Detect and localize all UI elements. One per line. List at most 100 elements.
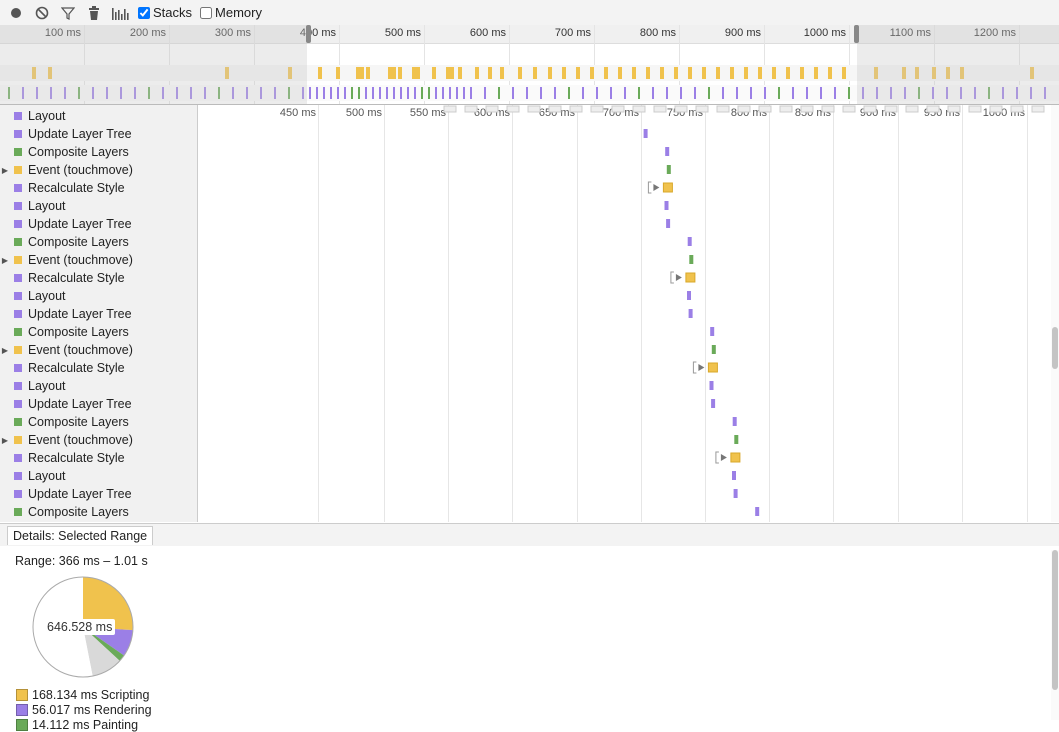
category-swatch (14, 112, 22, 120)
event-mark[interactable] (666, 219, 671, 228)
overview-frame-mark (582, 87, 584, 99)
event-mark[interactable] (687, 237, 692, 246)
event-mark[interactable] (733, 489, 738, 498)
frame-box (569, 105, 583, 113)
range-start-handle[interactable] (306, 25, 311, 43)
garbage-collect-button[interactable] (84, 3, 104, 23)
filter-button[interactable] (58, 3, 78, 23)
track-row: Update Layer Tree (0, 305, 197, 323)
overview-frame-mark (204, 87, 206, 99)
overview-frame-mark (918, 87, 920, 99)
timeline-toolbar: Stacks Memory (0, 0, 1059, 26)
flame-chart[interactable]: 450 ms 500 ms 550 ms 600 ms 650 ms 700 ms 750 … (198, 105, 1051, 522)
event-expand-icon[interactable] (675, 274, 682, 281)
overview-frame-mark (414, 87, 416, 99)
details-scrollbar-thumb[interactable] (1052, 550, 1058, 690)
event-mark[interactable] (755, 507, 760, 516)
expand-triangle-icon[interactable]: ▶ (1, 165, 9, 175)
event-mark[interactable] (685, 272, 696, 283)
event-mark[interactable] (710, 327, 715, 336)
event-mark[interactable] (730, 452, 741, 463)
overview-frame-mark (638, 87, 640, 99)
track-row: Recalculate Style (0, 179, 197, 197)
overview-frame-mark (232, 87, 234, 99)
stacks-checkbox[interactable] (138, 6, 150, 19)
details-tabbar: Details: Selected Range (0, 523, 1059, 547)
track-row[interactable]: ▶ Event (touchmove) (0, 341, 197, 359)
expand-triangle-icon[interactable]: ▶ (1, 345, 9, 355)
tab-details-selected-range[interactable]: Details: Selected Range (7, 526, 154, 545)
event-mark[interactable] (732, 417, 737, 426)
track-row: Recalculate Style (0, 269, 197, 287)
event-mark[interactable] (666, 165, 671, 174)
track-label: Layout (28, 109, 66, 123)
track-row[interactable]: ▶ Event (touchmove) (0, 251, 197, 269)
event-mark[interactable] (711, 399, 716, 408)
event-mark[interactable] (687, 291, 691, 300)
trash-icon (89, 5, 99, 20)
category-swatch (14, 346, 22, 354)
overview-frame-mark (148, 87, 150, 99)
category-swatch (14, 274, 22, 282)
expand-triangle-icon[interactable]: ▶ (1, 255, 9, 265)
clear-button[interactable] (32, 3, 52, 23)
track-row: Update Layer Tree (0, 125, 197, 143)
overview-frame-mark (78, 87, 80, 99)
frame-box (947, 105, 961, 113)
event-mark[interactable] (689, 255, 694, 264)
flame-chart-toggle[interactable] (110, 3, 130, 23)
overview-scripting-mark (225, 67, 229, 79)
frame-box (674, 105, 688, 113)
track-row[interactable]: ▶ Event (touchmove) (0, 431, 197, 449)
event-expand-icon[interactable] (653, 184, 660, 191)
track-label: Layout (28, 379, 66, 393)
details-scrollbar[interactable] (1051, 550, 1059, 720)
event-bracket (715, 451, 719, 464)
expand-triangle-icon[interactable]: ▶ (1, 435, 9, 445)
timeline-overview[interactable]: 100 ms 200 ms 300 ms 400 ms 500 ms 600 ms 700 … (0, 25, 1059, 105)
range-end-handle[interactable] (854, 25, 859, 43)
overview-frame-mark (8, 87, 10, 99)
event-bracket (692, 361, 697, 374)
event-mark[interactable] (707, 362, 718, 373)
event-expand-icon[interactable] (698, 364, 705, 371)
event-mark[interactable] (688, 309, 693, 318)
track-label: Update Layer Tree (28, 217, 132, 231)
track-row[interactable]: ▶ Event (touchmove) (0, 161, 197, 179)
overview-frame-mark (456, 87, 458, 99)
event-bracket (647, 181, 652, 194)
event-expand-icon[interactable] (720, 454, 727, 461)
event-mark[interactable] (732, 471, 736, 480)
category-swatch (14, 130, 22, 138)
event-mark[interactable] (709, 381, 714, 390)
event-mark[interactable] (734, 435, 739, 444)
flame-ruler-label: 650 ms (538, 107, 575, 119)
overview-frame-mark (498, 87, 500, 99)
frame-box (548, 105, 562, 113)
overview-scripting-mark (576, 67, 580, 79)
overview-frame-mark (764, 87, 766, 99)
record-button[interactable] (6, 3, 26, 23)
legend-text: 56.017 ms Rendering (32, 703, 152, 717)
frame-box (611, 105, 625, 113)
event-mark[interactable] (662, 182, 673, 193)
memory-checkbox[interactable] (200, 6, 213, 19)
flame-scrollbar[interactable] (1051, 105, 1059, 522)
overview-frame-mark (484, 87, 486, 99)
track-label: Update Layer Tree (28, 487, 132, 501)
legend-text: 14.112 ms Painting (32, 718, 139, 732)
event-mark[interactable] (665, 147, 670, 156)
overview-ruler-label: 500 ms (384, 27, 421, 39)
stacks-checkbox-label[interactable]: Stacks (138, 5, 192, 20)
overview-frame-mark (806, 87, 808, 99)
memory-checkbox-label[interactable]: Memory (200, 5, 262, 20)
event-mark[interactable] (711, 345, 716, 354)
overview-scripting-mark (744, 67, 748, 79)
category-swatch (14, 292, 22, 300)
overview-frame-mark (407, 87, 409, 99)
overview-frame-mark (421, 87, 423, 99)
category-swatch (14, 472, 22, 480)
event-mark[interactable] (643, 129, 648, 138)
flame-scrollbar-thumb[interactable] (1052, 327, 1058, 369)
event-mark[interactable] (664, 201, 669, 210)
